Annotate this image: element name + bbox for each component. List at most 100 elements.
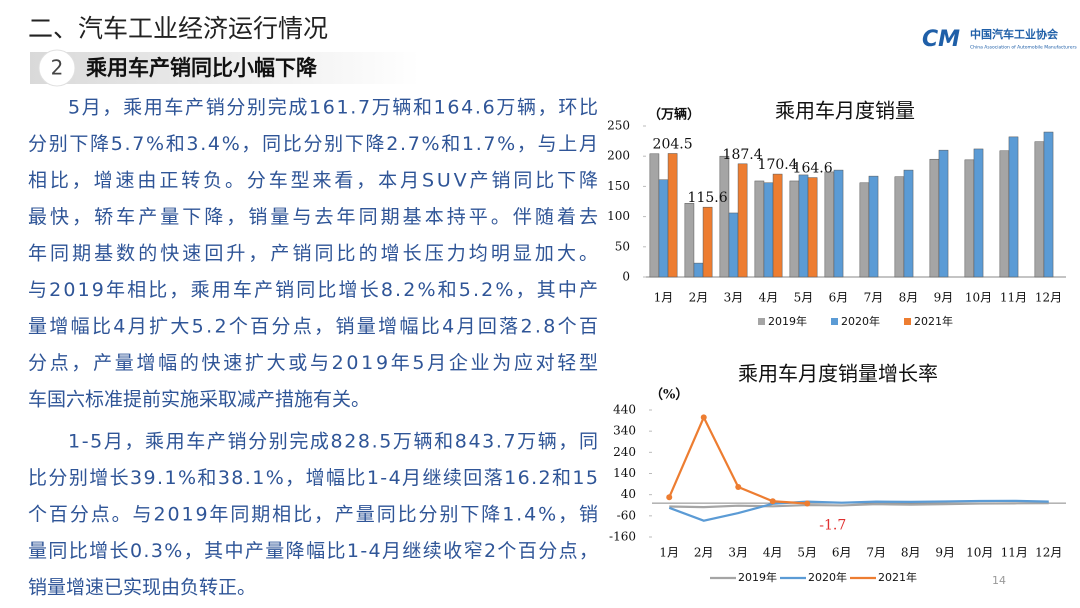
bar [1043,131,1054,278]
bar [702,206,713,278]
line [669,502,1049,509]
x-tick-label: 12月 [1035,546,1062,560]
x-tick-label: 11月 [1001,546,1028,560]
x-tick-label: 6月 [829,291,849,305]
bar [789,180,800,278]
data-label: 164.6 [793,161,833,177]
point [804,500,811,507]
legend-label: 2020年 [808,570,847,584]
slide-title: 二、汽车工业经济运行情况 [28,14,328,43]
bar [737,163,748,278]
x-tick-label: 1月 [654,291,674,305]
y-axis-label: （万辆） [648,107,700,123]
body-line: 量增幅比4月扩大5.2个百分点，销量增幅比4月回落2.8个百 [28,316,598,338]
x-tick-label: 5月 [794,291,814,305]
legend-swatch [831,318,838,325]
line [668,499,1049,522]
bar [1034,141,1045,278]
bar [693,262,704,278]
body-line: 分别下降5.7%和3.4%，同比分别下降2.7%和1.7%，与上月 [28,133,598,155]
bar [649,153,660,278]
x-tick-label: 10月 [965,291,992,305]
chart-title: 乘用车月度销量 [775,99,915,123]
bar [824,171,835,278]
legend-swatch [904,318,911,325]
x-tick-label: 11月 [1000,291,1027,305]
data-label: -1.7 [819,517,846,533]
body-line: 分点，产量增幅的快速扩大或与2019年5月企业为应对轻型 [28,352,598,374]
section-band [30,52,420,84]
bar [894,176,905,278]
y-tick-label: 340 [613,424,636,438]
body-line: 5月，乘用车产销分别完成161.7万辆和164.6万辆，环比 [68,97,598,119]
line [668,414,808,505]
point [769,498,776,505]
bar [772,173,783,278]
data-label: 204.5 [653,136,693,152]
body-line: 量同比增长0.3%，其中产量降幅比1-4月继续收窄2个百分点， [28,540,598,562]
bar [667,153,678,278]
bar [798,174,809,278]
bar [1008,136,1019,278]
body-line: 销量增速已实现由负转正。 [28,577,256,599]
x-tick-label: 12月 [1035,291,1062,305]
bar [754,180,765,278]
bar [763,182,774,278]
body-line: 年同期基数的快速回升，产销同比的增长压力均明显加大。 [28,243,598,265]
x-tick-label: 3月 [724,291,744,305]
bar [807,177,818,278]
body-line: 车国六标准提前实施采取减产措施有关。 [28,389,370,411]
x-tick-label: 3月 [728,546,748,560]
point [735,484,742,491]
bar [964,159,975,278]
bar [728,212,739,278]
x-tick-label: 4月 [759,291,779,305]
bar [938,149,949,278]
legend-label: 2021年 [878,570,917,584]
section-title: 乘用车产销同比小幅下降 [85,56,318,80]
data-label: 187.4 [723,147,763,163]
y-tick-label: 440 [613,403,636,417]
y-tick-label: 50 [615,239,630,253]
x-tick-label: 8月 [899,291,919,305]
x-tick-label: 7月 [864,291,884,305]
y-tick-label: 40 [621,487,636,501]
bar [999,150,1010,278]
y-tick-label: 0 [622,270,630,284]
bar [859,182,870,278]
logo-english: China Association of Automobile Manufact… [970,45,1077,51]
x-tick-label: 5月 [797,546,817,560]
y-tick-label: 240 [613,445,636,459]
data-label: 170.4 [758,157,798,173]
body-line: 1-5月，乘用车产销分别完成828.5万辆和843.7万辆，同 [68,431,598,453]
bar [684,203,695,278]
data-label: 115.6 [688,190,728,206]
x-tick-label: 9月 [935,546,955,560]
x-tick-label: 1月 [659,546,679,560]
point [700,414,707,421]
bar [868,175,879,278]
x-tick-label: 2月 [694,546,714,560]
bar [973,148,984,278]
y-axis-label: （%） [650,387,688,403]
x-tick-label: 6月 [832,546,852,560]
body-line: 比分别增长39.1%和38.1%，增幅比1-4月继续回落16.2和15 [28,467,598,489]
logo-mark: CM [922,27,960,52]
x-tick-label: 9月 [934,291,954,305]
y-tick-label: 100 [607,209,630,223]
logo-name: 中国汽车工业协会 [970,27,1059,41]
section-badge [38,49,76,87]
legend-label: 2021年 [914,314,953,328]
bar [903,169,914,278]
x-tick-label: 2月 [689,291,709,305]
body-line: 个百分点。与2019年同期相比，产量同比分别下降1.4%，销 [28,504,598,526]
y-tick-label: 200 [607,149,630,163]
y-tick-label: 150 [607,179,630,193]
chart-title: 乘用车月度销量增长率 [738,362,938,386]
legend-label: 2020年 [841,314,880,328]
y-tick-label: 140 [613,466,636,480]
y-tick-label: -160 [609,530,636,544]
y-tick-label: 250 [607,119,630,133]
bar [719,155,730,278]
